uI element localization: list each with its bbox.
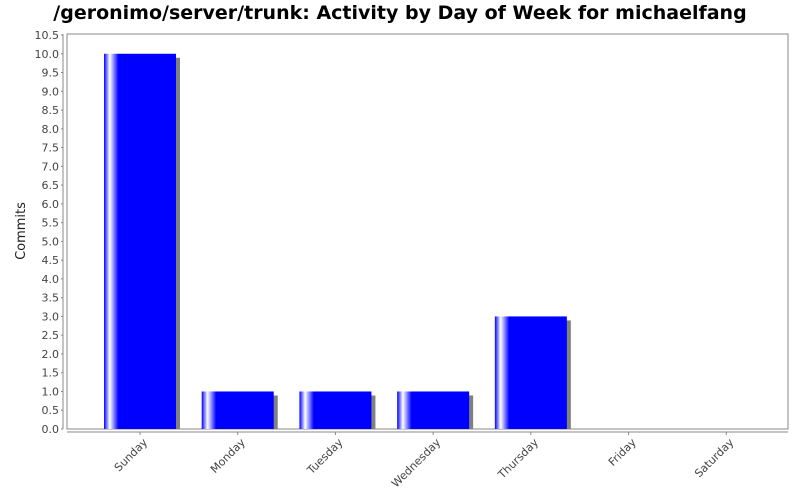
y-tick-label: 0.5 [42, 404, 60, 417]
y-tick-label: 2.0 [42, 348, 60, 361]
y-tick-label: 3.0 [42, 310, 60, 323]
x-tick-label-monday: Monday [208, 436, 248, 476]
y-tick-label: 1.0 [42, 385, 60, 398]
x-tick-label-saturday: Saturday [692, 436, 737, 481]
y-tick-label: 5.0 [42, 235, 60, 248]
y-axis-label: Commits [14, 202, 29, 260]
y-tick-label: 10.0 [35, 48, 60, 61]
y-axis: 0.0 0.5 1.0 1.5 2.0 2.5 3.0 3.5 4.0 4.5 5.0 5.5 6.0 6… [35, 29, 64, 436]
chart-title: /geronimo/server/trunk: Activity by Day … [53, 2, 747, 24]
x-tick-label-tuesday: Tuesday [304, 436, 346, 478]
y-tick-label: 4.5 [42, 254, 60, 267]
y-tick-label: 7.0 [42, 160, 60, 173]
y-tick-label: 9.5 [42, 67, 60, 80]
y-tick-label: 6.5 [42, 179, 60, 192]
y-tick-label: 1.5 [42, 367, 60, 380]
y-tick-label: 9.0 [42, 85, 60, 98]
y-tick-label: 8.5 [42, 104, 60, 117]
bar-thursday [494, 316, 567, 429]
bar-sunday [104, 53, 176, 430]
y-tick-label: 3.5 [42, 292, 60, 305]
bars [104, 53, 571, 430]
bar-wednesday [397, 391, 470, 429]
x-tick-label-thursday: Thursday [495, 436, 541, 482]
bar-tuesday [299, 391, 372, 429]
y-tick-label: 7.5 [42, 142, 60, 155]
y-tick-label: 6.0 [42, 198, 60, 211]
y-tick-label: 10.5 [35, 29, 60, 42]
y-tick-label: 2.5 [42, 329, 60, 342]
x-tick-label-wednesday: Wednesday [389, 436, 444, 491]
x-axis: Sunday Monday Tuesday Wednesday Thursday Frid… [67, 431, 788, 491]
plot-area [66, 33, 789, 430]
x-tick-label-friday: Friday [606, 436, 639, 469]
y-tick-label: 0.0 [42, 423, 60, 436]
x-tick-label-sunday: Sunday [112, 436, 151, 475]
y-tick-label: 5.5 [42, 217, 60, 230]
bar-monday [201, 391, 274, 429]
y-tick-label: 8.0 [42, 123, 60, 136]
y-tick-label: 4.0 [42, 273, 60, 286]
